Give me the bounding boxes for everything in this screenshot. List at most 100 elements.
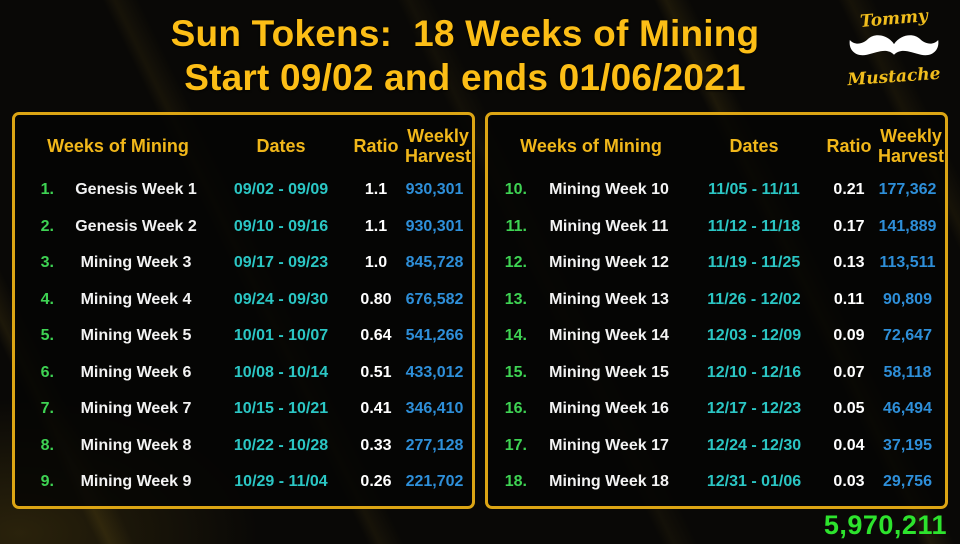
table-row: 1. Genesis Week 1 09/02 - 09/09 1.1 930,… [21, 172, 464, 209]
harvest-value: 930,301 [405, 181, 464, 199]
row-number: 7. [40, 400, 54, 418]
table-row: 3. Mining Week 3 09/17 - 09/23 1.0 845,7… [21, 245, 464, 282]
row-number: 16. [504, 400, 527, 418]
table-row: 12. Mining Week 12 11/19 - 11/25 0.13 11… [494, 245, 937, 282]
logo-text-bottom: Mustache [846, 63, 942, 91]
row-number: 18. [504, 473, 527, 491]
row-number: 5. [40, 327, 54, 345]
week-label: Mining Week 12 [549, 254, 669, 272]
ratio-value: 0.04 [833, 436, 865, 454]
column-header-weeks: Weeks of Mining [47, 135, 189, 156]
week-label: Mining Week 11 [549, 217, 669, 235]
week-label: Mining Week 18 [549, 473, 669, 491]
ratio-value: 0.09 [833, 327, 865, 345]
week-label: Genesis Week 2 [75, 217, 197, 235]
harvest-value: 930,301 [405, 217, 464, 235]
row-number: 1. [40, 181, 54, 199]
week-label: Mining Week 7 [80, 400, 192, 418]
week-label: Mining Week 16 [549, 400, 669, 418]
harvest-value: 90,809 [883, 290, 932, 308]
row-number: 9. [40, 473, 54, 491]
harvest-value: 58,118 [883, 363, 932, 381]
table-row: 6. Mining Week 6 10/08 - 10/14 0.51 433,… [21, 355, 464, 392]
date-range: 12/17 - 12/23 [706, 400, 802, 418]
table-row: 17. Mining Week 17 12/24 - 12/30 0.04 37… [494, 428, 937, 465]
week-label: Mining Week 3 [80, 254, 192, 272]
column-header-dates: Dates [256, 135, 306, 156]
column-header-ratio: Ratio [353, 135, 399, 156]
table-header-row: Weeks of Mining Dates Ratio Weekly Harve… [21, 119, 471, 172]
date-range: 11/12 - 11/18 [707, 217, 801, 235]
harvest-value: 72,647 [883, 327, 932, 345]
ratio-value: 0.80 [360, 290, 392, 308]
harvest-value: 177,362 [878, 181, 937, 199]
logo-text-top: Tommy [859, 6, 929, 32]
table-row: 5. Mining Week 5 10/01 - 10/07 0.64 541,… [21, 318, 464, 355]
ratio-value: 0.17 [833, 217, 865, 235]
date-range: 09/17 - 09/23 [233, 254, 329, 272]
ratio-value: 0.05 [833, 400, 865, 418]
row-number: 2. [40, 217, 54, 235]
title-line-1: Sun Tokens: 18 Weeks of Mining [170, 13, 760, 54]
week-label: Mining Week 9 [80, 473, 192, 491]
date-range: 10/22 - 10/28 [233, 436, 329, 454]
ratio-value: 0.03 [833, 473, 865, 491]
harvest-value: 46,494 [883, 400, 932, 418]
week-label: Mining Week 15 [549, 363, 669, 381]
date-range: 11/26 - 12/02 [707, 290, 801, 308]
brand-logo: Tommy Mustache [836, 6, 952, 102]
row-number: 11. [505, 217, 527, 235]
row-number: 17. [504, 436, 527, 454]
page-title: Sun Tokens: 18 Weeks of Mining Start 09/… [0, 12, 930, 100]
column-header-harvest: Weekly Harvest [405, 125, 472, 166]
ratio-value: 1.0 [364, 254, 388, 272]
table-row: 10. Mining Week 10 11/05 - 11/11 0.21 17… [494, 172, 937, 209]
title-line-2: Start 09/02 and ends 01/06/2021 [184, 57, 746, 98]
week-label: Genesis Week 1 [75, 181, 197, 199]
harvest-value: 676,582 [405, 290, 464, 308]
date-range: 10/15 - 10/21 [233, 400, 329, 418]
ratio-value: 0.51 [360, 363, 392, 381]
ratio-value: 0.21 [833, 181, 865, 199]
date-range: 11/19 - 11/25 [707, 254, 801, 272]
ratio-value: 0.13 [833, 254, 865, 272]
ratio-value: 0.64 [360, 327, 392, 345]
row-number: 3. [40, 254, 54, 272]
date-range: 11/05 - 11/11 [708, 181, 800, 199]
ratio-value: 0.26 [360, 473, 392, 491]
column-header-dates: Dates [729, 135, 779, 156]
tables-area: Weeks of Mining Dates Ratio Weekly Harve… [12, 112, 948, 509]
row-number: 12. [504, 254, 527, 272]
table-row: 2. Genesis Week 2 09/10 - 09/16 1.1 930,… [21, 209, 464, 246]
column-header-ratio: Ratio [826, 135, 872, 156]
table-row: 8. Mining Week 8 10/22 - 10/28 0.33 277,… [21, 428, 464, 465]
table-row: 7. Mining Week 7 10/15 - 10/21 0.41 346,… [21, 391, 464, 428]
row-number: 14. [504, 327, 527, 345]
date-range: 09/10 - 09/16 [233, 217, 329, 235]
harvest-value: 346,410 [405, 400, 464, 418]
week-label: Mining Week 6 [80, 363, 192, 381]
week-label: Mining Week 4 [80, 290, 192, 308]
table-rows: 10. Mining Week 10 11/05 - 11/11 0.21 17… [494, 172, 937, 501]
table-row: 16. Mining Week 16 12/17 - 12/23 0.05 46… [494, 391, 937, 428]
harvest-value: 29,756 [883, 473, 932, 491]
row-number: 4. [40, 290, 54, 308]
table-row: 4. Mining Week 4 09/24 - 09/30 0.80 676,… [21, 282, 464, 319]
table-header-row: Weeks of Mining Dates Ratio Weekly Harve… [494, 119, 944, 172]
week-label: Mining Week 8 [80, 436, 192, 454]
date-range: 12/31 - 01/06 [706, 473, 802, 491]
ratio-value: 1.1 [364, 181, 388, 199]
row-number: 13. [504, 290, 527, 308]
harvest-value: 37,195 [883, 436, 932, 454]
mining-table-weeks-10-18: Weeks of Mining Dates Ratio Weekly Harve… [485, 112, 948, 509]
header: Sun Tokens: 18 Weeks of Mining Start 09/… [0, 0, 960, 106]
column-header-harvest: Weekly Harvest [878, 125, 945, 166]
column-header-weeks: Weeks of Mining [520, 135, 662, 156]
date-range: 10/01 - 10/07 [233, 327, 329, 345]
row-number: 6. [40, 363, 54, 381]
ratio-value: 0.07 [833, 363, 865, 381]
date-range: 09/24 - 09/30 [233, 290, 329, 308]
table-row: 15. Mining Week 15 12/10 - 12/16 0.07 58… [494, 355, 937, 392]
table-row: 13. Mining Week 13 11/26 - 12/02 0.11 90… [494, 282, 937, 319]
